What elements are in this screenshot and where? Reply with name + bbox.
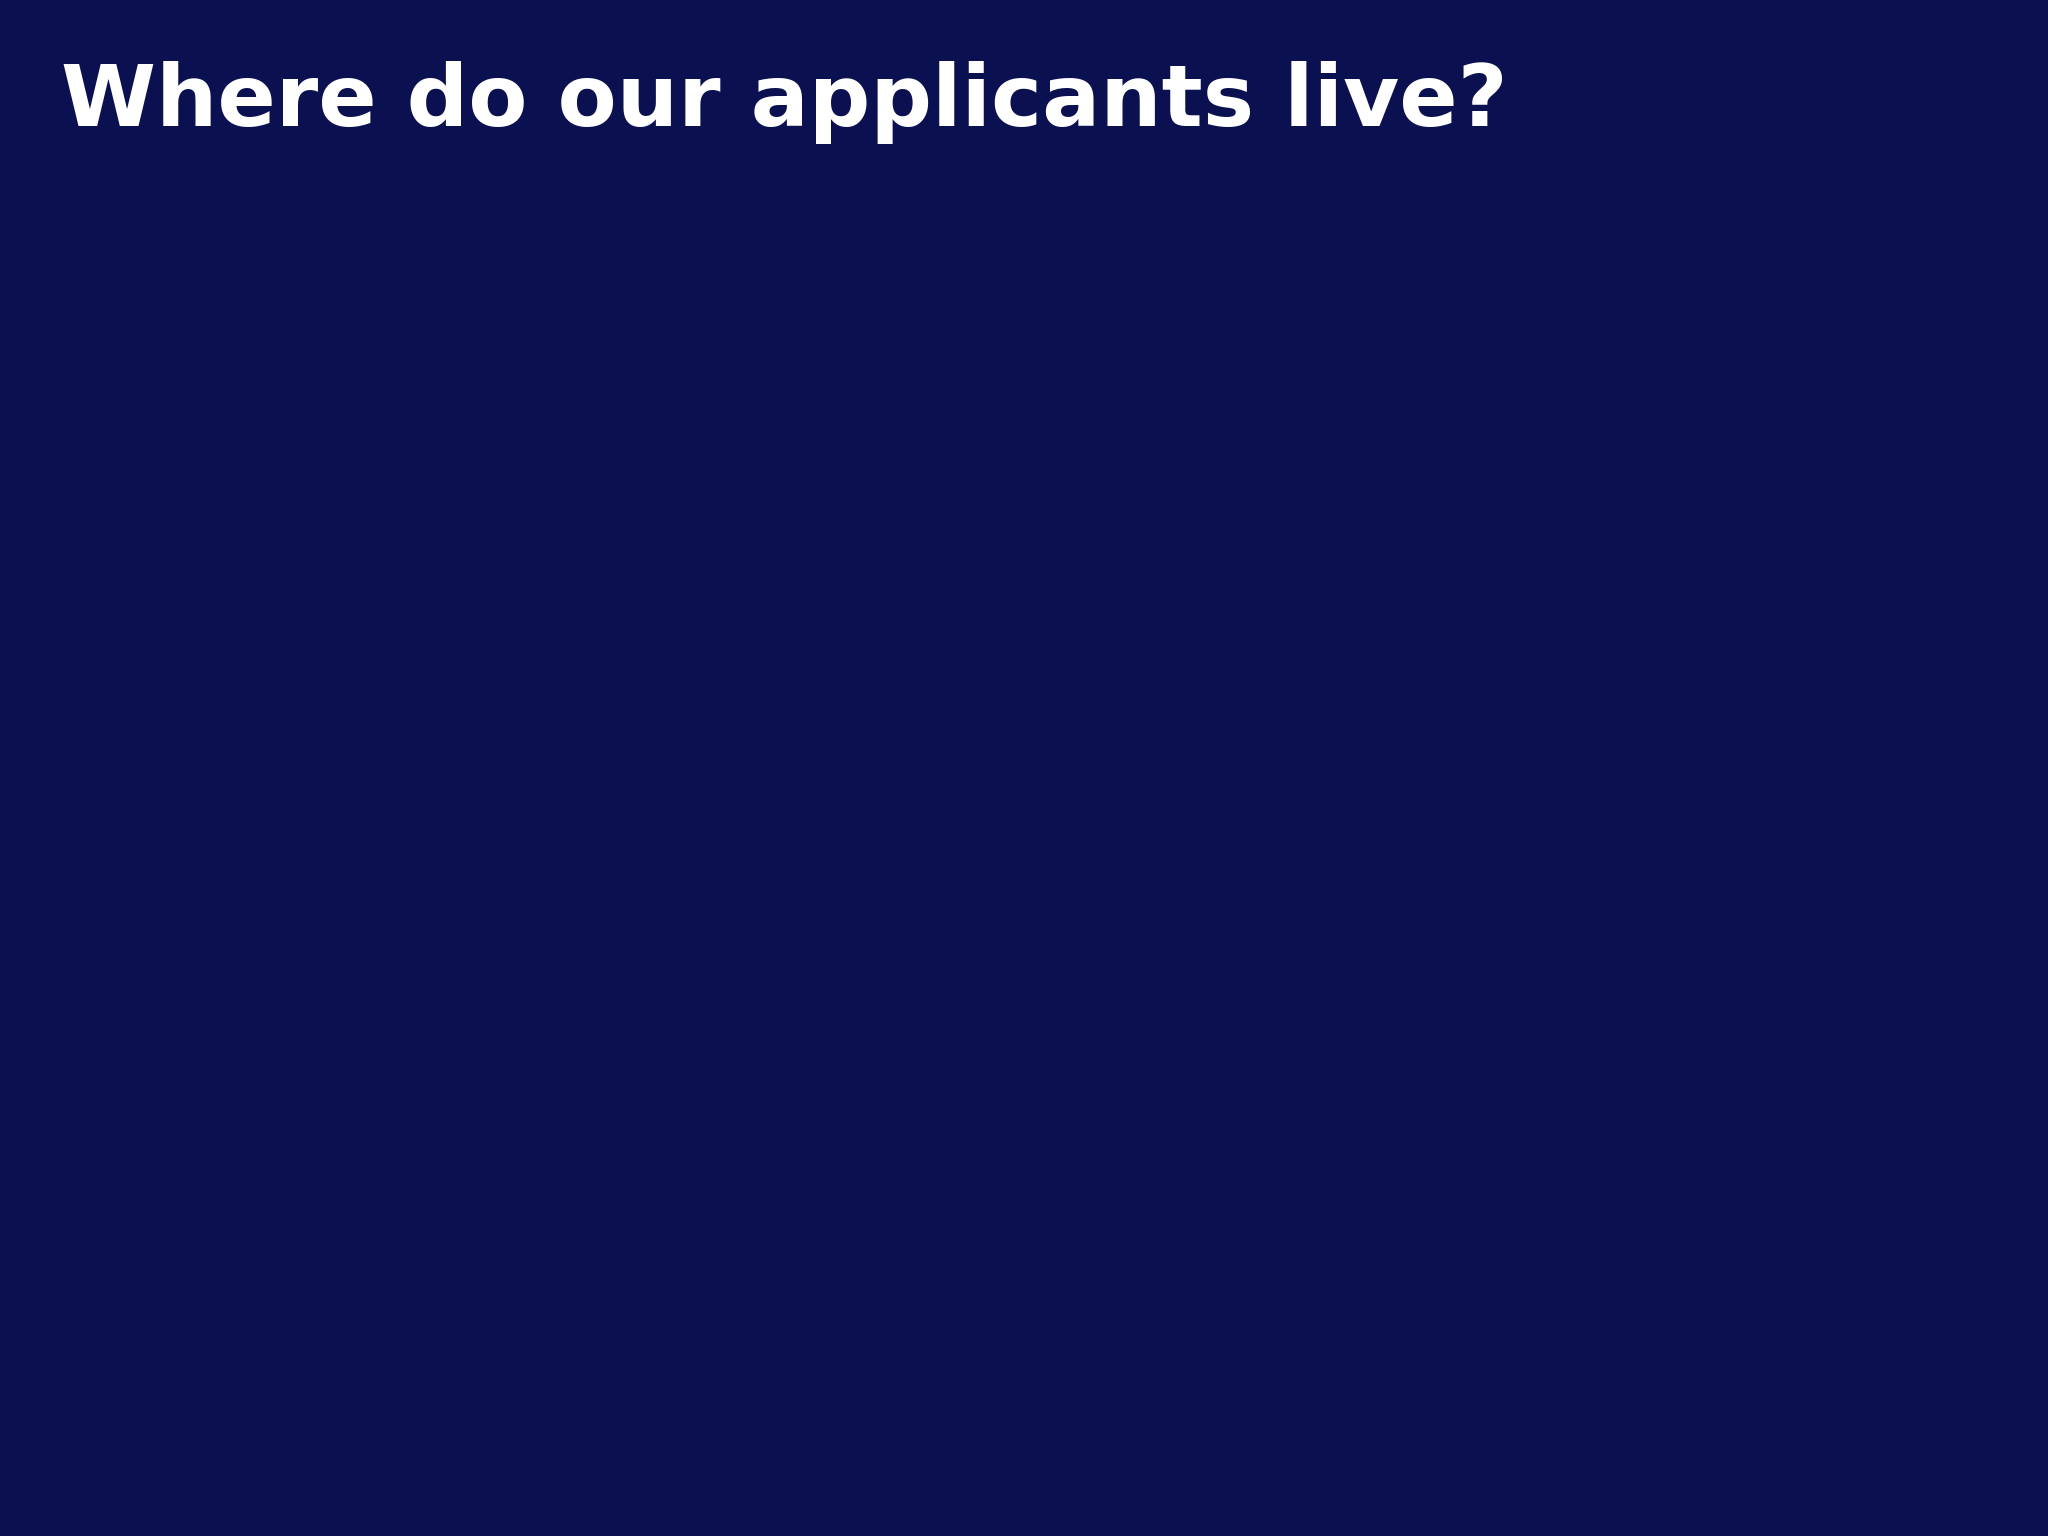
Text: Where do our applicants live?: Where do our applicants live? <box>61 61 1507 144</box>
